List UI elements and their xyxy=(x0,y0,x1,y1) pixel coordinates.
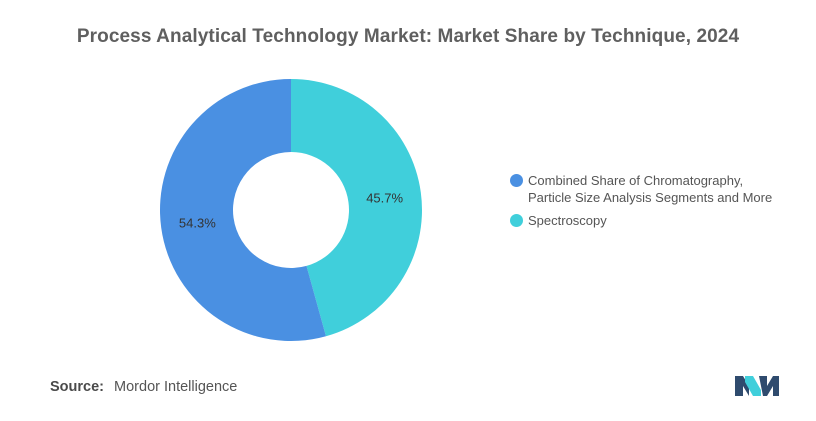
source-value: Mordor Intelligence xyxy=(114,379,238,395)
legend-item-combined[interactable]: Combined Share of Chromatography, Partic… xyxy=(510,172,800,206)
slice-spectroscopy[interactable] xyxy=(291,79,423,337)
source-line: Source: Mordor Intelligence xyxy=(50,379,237,395)
source-label: Source: xyxy=(50,379,104,395)
slice-label-combined: 54.3% xyxy=(179,216,216,231)
slice-label-spectroscopy: 45.7% xyxy=(366,190,403,205)
legend-swatch-combined xyxy=(510,174,523,187)
chart-legend: Combined Share of Chromatography, Partic… xyxy=(510,172,800,235)
legend-label-spectroscopy: Spectroscopy xyxy=(528,213,607,228)
legend-item-spectroscopy[interactable]: Spectroscopy xyxy=(510,212,800,229)
chart-title: Process Analytical Technology Market: Ma… xyxy=(76,26,740,47)
legend-label-combined: Combined Share of Chromatography, Partic… xyxy=(528,173,773,205)
mordor-intelligence-logo-icon xyxy=(735,376,779,396)
legend-swatch-spectroscopy xyxy=(510,214,523,227)
slice-combined[interactable] xyxy=(160,79,326,341)
